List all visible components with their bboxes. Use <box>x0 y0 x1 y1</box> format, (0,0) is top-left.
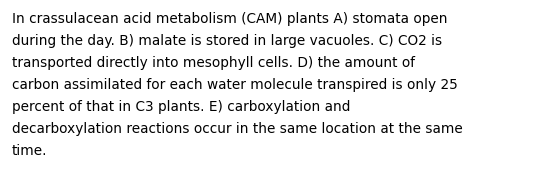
Text: decarboxylation reactions occur in the same location at the same: decarboxylation reactions occur in the s… <box>12 122 463 136</box>
Text: In crassulacean acid metabolism (CAM) plants A) stomata open: In crassulacean acid metabolism (CAM) pl… <box>12 12 448 26</box>
Text: time.: time. <box>12 144 47 158</box>
Text: transported directly into mesophyll cells. D) the amount of: transported directly into mesophyll cell… <box>12 56 415 70</box>
Text: during the day. B) malate is stored in large vacuoles. C) CO2 is: during the day. B) malate is stored in l… <box>12 34 442 48</box>
Text: percent of that in C3 plants. E) carboxylation and: percent of that in C3 plants. E) carboxy… <box>12 100 350 114</box>
Text: carbon assimilated for each water molecule transpired is only 25: carbon assimilated for each water molecu… <box>12 78 458 92</box>
